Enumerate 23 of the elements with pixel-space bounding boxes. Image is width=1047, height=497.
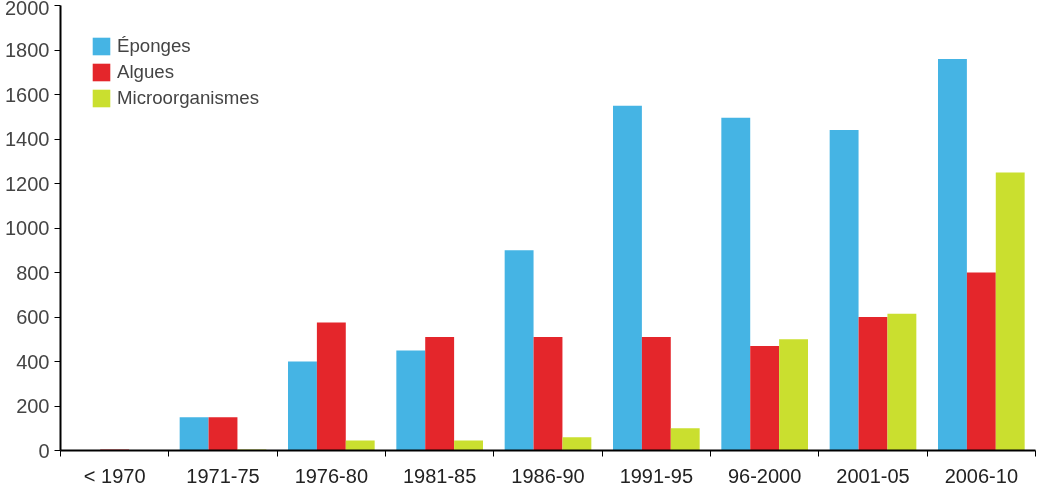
legend-label: Éponges — [117, 35, 191, 57]
legend-label: Algues — [117, 61, 175, 83]
x-tick-label: 1991-95 — [619, 464, 694, 487]
y-tick-label: 1800 — [5, 39, 50, 61]
x-tick-label: 1986-90 — [511, 464, 585, 487]
y-tick-label: 400 — [16, 350, 50, 373]
x-tick-label: 1976-80 — [294, 464, 369, 487]
x-tick-label: 1981-85 — [402, 464, 477, 487]
x-tick-label: 2001-05 — [836, 464, 910, 487]
y-tick-label: 1000 — [5, 217, 50, 239]
x-tick-label: 1971-75 — [186, 464, 260, 487]
y-tick-label: 600 — [16, 306, 50, 328]
y-tick-label: 1200 — [5, 172, 50, 195]
y-tick-label: 1400 — [5, 128, 50, 150]
x-tick-label: < 1970 — [83, 464, 146, 487]
x-tick-label: 96-2000 — [727, 464, 802, 487]
x-tick-label: 2006-10 — [944, 464, 1019, 487]
y-tick-label: 0 — [38, 439, 50, 462]
y-tick-label: 200 — [16, 395, 50, 417]
y-tick-label: 2000 — [5, 0, 50, 19]
legend-label: Microorganismes — [117, 87, 260, 109]
y-tick-label: 800 — [16, 261, 50, 284]
y-tick-label: 1600 — [5, 83, 50, 106]
